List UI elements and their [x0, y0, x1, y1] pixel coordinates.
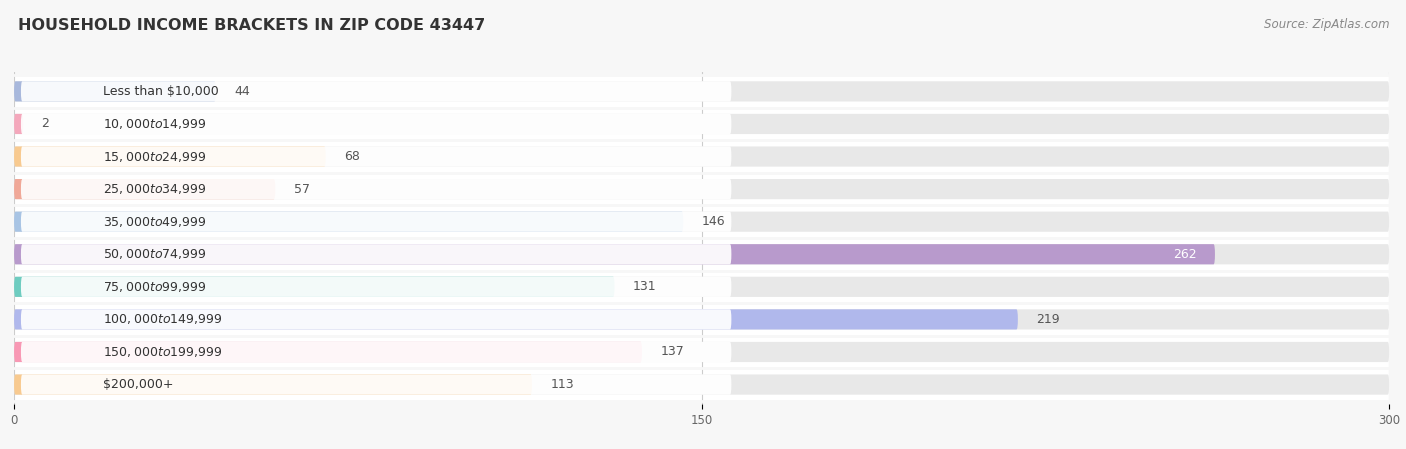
FancyBboxPatch shape — [21, 211, 731, 232]
Text: $35,000 to $49,999: $35,000 to $49,999 — [104, 215, 207, 229]
FancyBboxPatch shape — [14, 146, 326, 167]
FancyBboxPatch shape — [21, 114, 731, 134]
Text: 113: 113 — [550, 378, 574, 391]
FancyBboxPatch shape — [14, 179, 276, 199]
Text: 219: 219 — [1036, 313, 1060, 326]
Text: HOUSEHOLD INCOME BRACKETS IN ZIP CODE 43447: HOUSEHOLD INCOME BRACKETS IN ZIP CODE 43… — [18, 18, 485, 33]
Text: Source: ZipAtlas.com: Source: ZipAtlas.com — [1264, 18, 1389, 31]
Text: 262: 262 — [1173, 248, 1197, 261]
Text: $15,000 to $24,999: $15,000 to $24,999 — [104, 150, 207, 163]
FancyBboxPatch shape — [21, 277, 731, 297]
FancyBboxPatch shape — [14, 374, 531, 395]
FancyBboxPatch shape — [14, 211, 683, 232]
FancyBboxPatch shape — [14, 114, 24, 134]
FancyBboxPatch shape — [14, 303, 1389, 336]
FancyBboxPatch shape — [14, 374, 1389, 395]
FancyBboxPatch shape — [21, 309, 731, 330]
FancyBboxPatch shape — [14, 205, 1389, 238]
FancyBboxPatch shape — [14, 211, 1389, 232]
FancyBboxPatch shape — [14, 75, 1389, 108]
FancyBboxPatch shape — [21, 342, 731, 362]
Text: $50,000 to $74,999: $50,000 to $74,999 — [104, 247, 207, 261]
FancyBboxPatch shape — [14, 277, 1389, 297]
FancyBboxPatch shape — [14, 81, 1389, 101]
FancyBboxPatch shape — [14, 342, 1389, 362]
Text: 146: 146 — [702, 215, 725, 228]
FancyBboxPatch shape — [14, 114, 1389, 134]
FancyBboxPatch shape — [14, 146, 1389, 167]
Text: 68: 68 — [344, 150, 360, 163]
Text: $25,000 to $34,999: $25,000 to $34,999 — [104, 182, 207, 196]
FancyBboxPatch shape — [14, 277, 614, 297]
Text: $100,000 to $149,999: $100,000 to $149,999 — [104, 313, 224, 326]
FancyBboxPatch shape — [14, 179, 1389, 199]
FancyBboxPatch shape — [21, 244, 731, 264]
Text: 131: 131 — [633, 280, 657, 293]
Text: 57: 57 — [294, 183, 309, 196]
Text: $10,000 to $14,999: $10,000 to $14,999 — [104, 117, 207, 131]
FancyBboxPatch shape — [14, 309, 1389, 330]
FancyBboxPatch shape — [14, 309, 1018, 330]
FancyBboxPatch shape — [14, 173, 1389, 205]
Text: Less than $10,000: Less than $10,000 — [104, 85, 219, 98]
FancyBboxPatch shape — [21, 146, 731, 167]
FancyBboxPatch shape — [14, 244, 1389, 264]
Text: 44: 44 — [233, 85, 250, 98]
FancyBboxPatch shape — [14, 108, 1389, 140]
Text: 137: 137 — [661, 345, 685, 358]
FancyBboxPatch shape — [14, 336, 1389, 368]
FancyBboxPatch shape — [21, 179, 731, 199]
FancyBboxPatch shape — [21, 374, 731, 395]
FancyBboxPatch shape — [14, 238, 1389, 271]
FancyBboxPatch shape — [14, 368, 1389, 401]
FancyBboxPatch shape — [14, 271, 1389, 303]
FancyBboxPatch shape — [14, 81, 215, 101]
Text: $75,000 to $99,999: $75,000 to $99,999 — [104, 280, 207, 294]
FancyBboxPatch shape — [14, 342, 643, 362]
FancyBboxPatch shape — [14, 244, 1215, 264]
Text: 2: 2 — [42, 118, 49, 131]
Text: $150,000 to $199,999: $150,000 to $199,999 — [104, 345, 224, 359]
FancyBboxPatch shape — [21, 81, 731, 101]
FancyBboxPatch shape — [14, 140, 1389, 173]
Text: $200,000+: $200,000+ — [104, 378, 174, 391]
